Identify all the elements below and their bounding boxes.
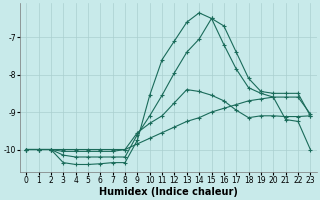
X-axis label: Humidex (Indice chaleur): Humidex (Indice chaleur) — [99, 187, 238, 197]
